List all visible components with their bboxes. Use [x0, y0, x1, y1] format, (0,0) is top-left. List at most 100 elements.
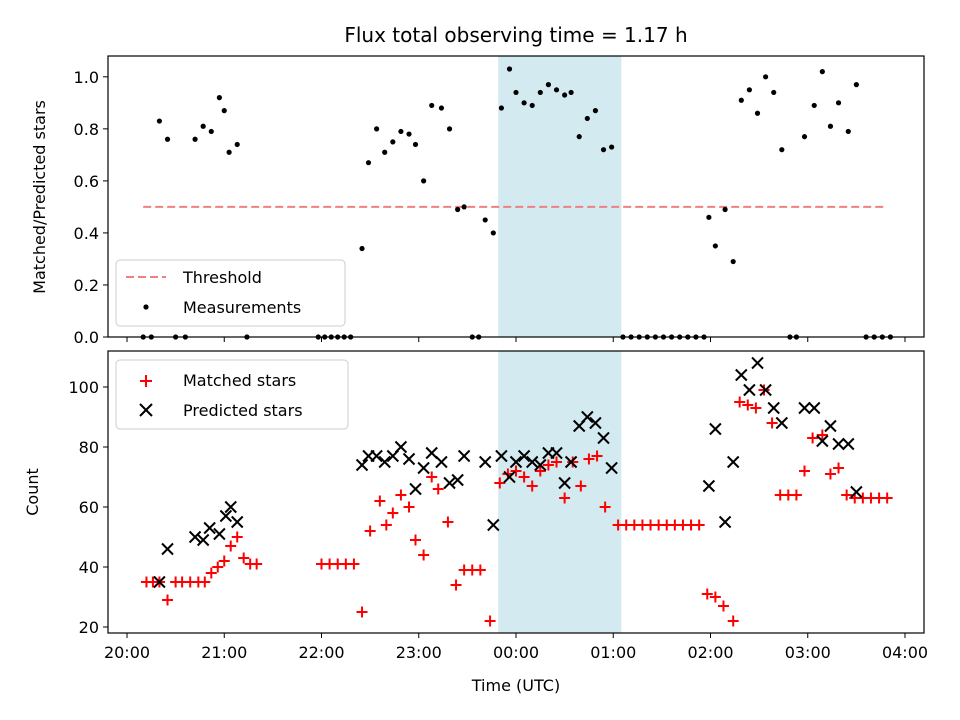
measurement-point [576, 134, 582, 140]
matched-star-point [807, 432, 819, 444]
matched-star-point [374, 495, 386, 507]
predicted-star-point [503, 470, 516, 484]
matched-star-point [356, 606, 368, 618]
matched-star-point [567, 456, 579, 468]
measurement-point [537, 89, 543, 96]
measurement-point [763, 74, 769, 80]
measurement-point [529, 102, 535, 109]
legend-matched-label: Matched stars [183, 371, 296, 390]
predicted-star-point [842, 437, 855, 451]
predicted-star-point [832, 437, 845, 451]
matched-star-point [494, 477, 506, 489]
measurement-point [738, 97, 744, 103]
matched-star-point [534, 465, 546, 477]
measurement-point [365, 160, 372, 166]
predicted-star-point [605, 461, 618, 475]
measurement-point [513, 89, 519, 96]
predicted-star-point [370, 449, 383, 463]
matched-star-point [701, 588, 713, 600]
matched-star-point [238, 552, 250, 564]
x-tick-label: 01:00 [590, 643, 636, 662]
measurement-point [730, 258, 736, 265]
predicted-star-point [443, 476, 456, 490]
predicted-star-point [558, 476, 571, 490]
predicted-stars-points [153, 356, 863, 589]
top-y-axis: 0.0 0.2 0.4 0.6 0.8 1.0 [74, 68, 108, 347]
matched-star-point [816, 429, 828, 441]
predicted-star-point [597, 431, 610, 445]
x-axis-label: Time (UTC) [471, 676, 560, 695]
predicted-star-point [726, 455, 740, 469]
matched-star-point [526, 480, 538, 492]
measurement-point [521, 100, 527, 106]
x-tick-label: 00:00 [493, 643, 539, 662]
matched-star-point [510, 465, 522, 477]
predicted-star-point [735, 368, 748, 382]
measurement-point [568, 89, 574, 96]
top-y-axis-label: Matched/Predicted stars [30, 100, 49, 294]
predicted-star-point [213, 527, 226, 541]
matched-star-point [559, 492, 571, 504]
predicted-star-point [402, 452, 416, 466]
predicted-star-point [487, 518, 500, 532]
measurement-point [584, 115, 590, 122]
top-legend-box [115, 259, 346, 327]
matched-stars-points [140, 384, 893, 627]
predicted-star-point [850, 485, 863, 499]
predicted-star-point [534, 458, 547, 472]
matched-star-point [450, 579, 462, 591]
x-tick-label: 21:00 [201, 643, 247, 662]
matched-star-point [734, 396, 746, 408]
measurement-point [164, 136, 171, 142]
measurement-point [811, 102, 817, 109]
measurement-point [382, 149, 388, 155]
legend-threshold-label: Threshold [182, 268, 262, 287]
predicted-star-point [775, 416, 789, 430]
measurement-point [390, 139, 396, 145]
matched-star-point [727, 615, 739, 627]
measurement-point [827, 123, 834, 129]
predicted-star-point [509, 455, 523, 469]
matched-star-point [833, 462, 845, 474]
measurement-point [553, 87, 560, 93]
measurement-point [722, 206, 728, 213]
x-tick-label: 20:00 [104, 643, 150, 662]
matched-star-point [403, 501, 415, 513]
measurement-point [221, 108, 227, 114]
predicted-star-point [188, 530, 202, 544]
measurement-point [200, 123, 206, 129]
legend-predicted-swatch [139, 403, 153, 417]
bottom-legend: Matched stars Predicted stars [115, 359, 349, 430]
measurement-point [446, 126, 453, 132]
measurement-point [429, 102, 435, 109]
measurement-point [706, 214, 712, 220]
bottom-y-axis-label: Count [23, 468, 42, 516]
matched-star-point [474, 564, 486, 576]
legend-measurements-swatch [143, 304, 149, 310]
predicted-star-point [478, 455, 492, 469]
top-y-tick-label: 0.2 [74, 276, 99, 295]
x-tick-label: 04:00 [882, 643, 928, 662]
matched-star-point [484, 615, 496, 627]
measurement-point [226, 149, 232, 155]
predicted-star-point [219, 509, 233, 523]
measurement-point [359, 245, 365, 252]
measurement-point [545, 82, 552, 88]
top-y-tick-label: 1.0 [74, 68, 99, 87]
measurement-point [490, 230, 496, 236]
measurement-point [412, 141, 419, 148]
top-legend: Threshold Measurements [115, 259, 346, 327]
measurement-point [406, 131, 412, 137]
matched-star-point [380, 519, 392, 531]
measurement-point [421, 178, 427, 184]
predicted-star-point [581, 410, 594, 424]
predicted-star-point [425, 446, 438, 460]
top-y-tick-label: 0.6 [74, 172, 99, 191]
top-x-axis-ticks [126, 337, 906, 342]
measurement-point [156, 118, 163, 124]
measurement-point [208, 128, 214, 135]
predicted-star-point [816, 434, 829, 448]
top-y-tick-label: 0.4 [74, 224, 99, 243]
measurement-point [216, 95, 222, 101]
